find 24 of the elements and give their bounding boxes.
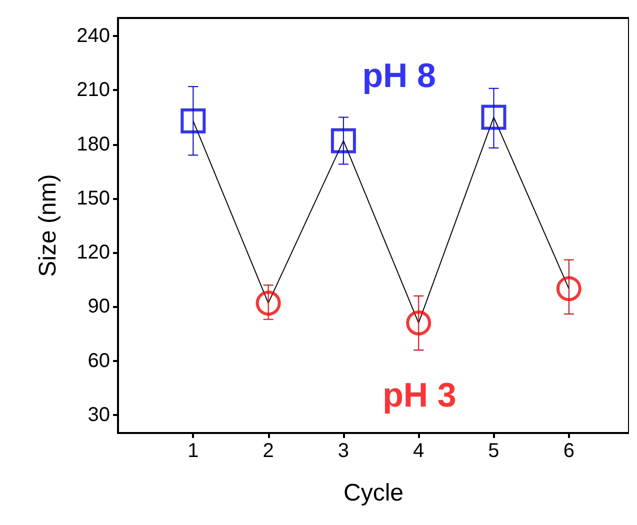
x-tick-label: 5 bbox=[488, 440, 500, 462]
point bbox=[481, 104, 506, 130]
x-tick-label: 3 bbox=[338, 440, 350, 462]
y-tick-label: 150 bbox=[76, 187, 110, 210]
y-tick-label: 120 bbox=[76, 242, 110, 264]
annotation: pH 3 bbox=[382, 376, 456, 415]
point bbox=[556, 276, 582, 302]
x-tick-label: 1 bbox=[188, 440, 199, 462]
annotation: pH 8 bbox=[362, 57, 436, 96]
x-axis-title: Cycle bbox=[343, 480, 404, 506]
point bbox=[180, 108, 206, 134]
y-axis-title: Size (nm) bbox=[34, 174, 62, 277]
y-tick-label: 240 bbox=[76, 25, 110, 48]
y-tick-label: 30 bbox=[88, 404, 110, 426]
y-tick-label: 210 bbox=[76, 79, 110, 102]
y-tick-label: 60 bbox=[88, 350, 110, 372]
x-tick-label: 2 bbox=[262, 440, 274, 462]
point bbox=[256, 290, 281, 316]
point bbox=[406, 310, 432, 336]
x-tick-label: 6 bbox=[563, 440, 574, 462]
y-tick-label: 180 bbox=[76, 133, 110, 156]
point bbox=[330, 128, 356, 154]
x-tick-label: 4 bbox=[413, 440, 424, 462]
y-tick-label: 90 bbox=[88, 296, 110, 318]
